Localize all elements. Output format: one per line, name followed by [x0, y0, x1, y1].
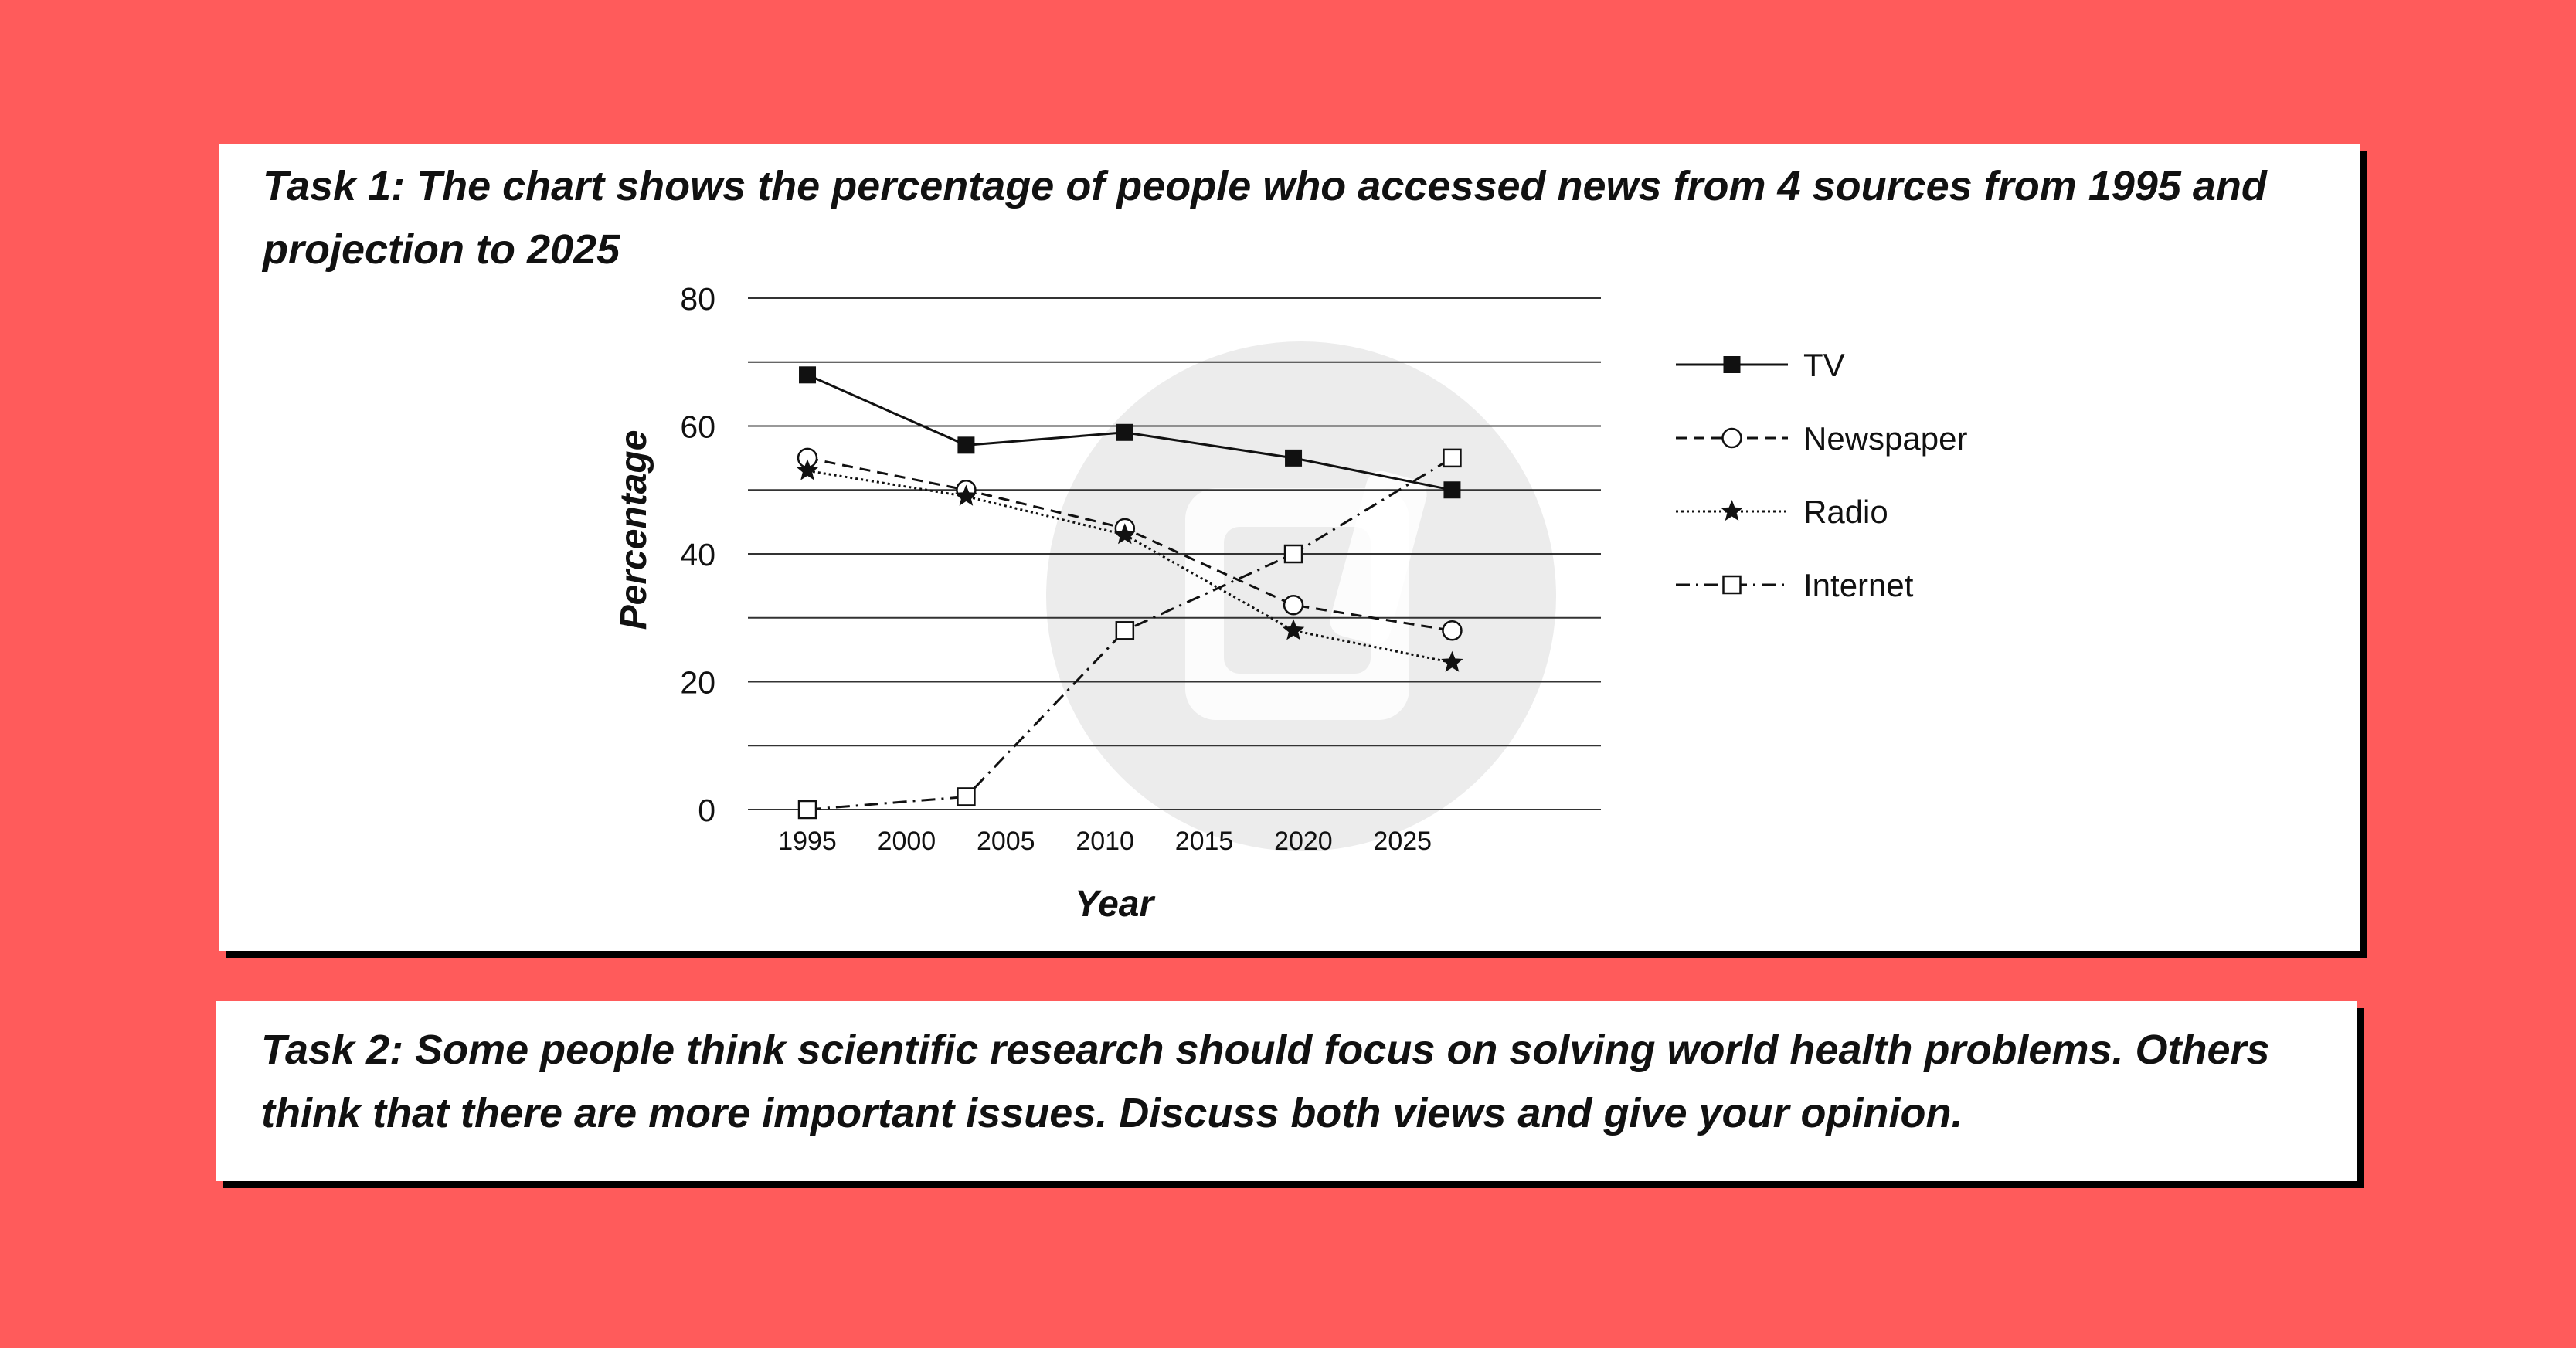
- data-point-radio: [1282, 619, 1305, 640]
- chart-series: [796, 366, 1463, 820]
- x-tick-label: 1995: [778, 827, 837, 856]
- data-point-internet: [1443, 448, 1462, 468]
- legend-label-tv: TV: [1803, 347, 1845, 383]
- task1-card: Task 1: The chart shows the percentage o…: [219, 144, 2360, 951]
- legend-item-newspaper: Newspaper: [1676, 420, 1967, 457]
- y-axis-title: Percentage: [613, 430, 654, 630]
- series-radio: [796, 459, 1463, 672]
- data-point-internet: [1115, 621, 1135, 640]
- x-tick-label: 2025: [1373, 827, 1432, 856]
- x-tick-label: 2015: [1175, 827, 1234, 856]
- y-tick-label: 80: [680, 281, 715, 317]
- chart-legend: TV Newspaper Radio Internet: [1676, 347, 1967, 603]
- series-tv: [799, 366, 1461, 499]
- legend-marker-radio: [1721, 500, 1743, 521]
- legend-label-internet: Internet: [1803, 567, 1914, 603]
- y-tick-label: 20: [680, 665, 715, 701]
- y-tick-label: 60: [680, 409, 715, 445]
- chart-gridlines: [748, 297, 1601, 810]
- x-tick-label: 2020: [1274, 827, 1333, 856]
- legend-item-radio: Radio: [1676, 494, 1888, 530]
- data-point-radio: [1441, 650, 1463, 672]
- data-point-radio: [796, 459, 819, 480]
- data-point-internet: [957, 787, 976, 806]
- data-point-radio: [1113, 523, 1137, 545]
- series-newspaper: [797, 447, 1463, 641]
- legend-label-newspaper: Newspaper: [1803, 420, 1967, 457]
- data-point-tv: [799, 366, 817, 384]
- x-tick-label: 2000: [878, 827, 936, 856]
- data-point-tv: [1443, 481, 1461, 499]
- task1-text: Task 1: The chart shows the percentage o…: [263, 163, 2267, 273]
- series-line-newspaper: [807, 457, 1453, 632]
- data-point-tv: [1285, 449, 1303, 467]
- y-tick-label: 40: [680, 537, 715, 572]
- legend-item-tv: TV: [1676, 347, 1845, 383]
- data-point-tv: [957, 436, 975, 454]
- data-point-newspaper: [1442, 620, 1463, 641]
- task2-text: Task 2: Some people think scientific res…: [261, 1027, 2270, 1136]
- data-point-radio: [955, 484, 977, 506]
- legend-marker-tv: [1723, 356, 1741, 373]
- legend-marker-newspaper: [1721, 427, 1742, 449]
- task2-card: Task 2: Some people think scientific res…: [216, 1001, 2357, 1181]
- x-axis-ticks: 1995 2000 2005 2010 2015 2020 2025: [778, 827, 1432, 856]
- legend-label-radio: Radio: [1803, 494, 1888, 530]
- x-tick-label: 2010: [1076, 827, 1134, 856]
- y-tick-label: 0: [698, 793, 715, 828]
- data-point-internet: [1283, 544, 1303, 564]
- legend-item-internet: Internet: [1676, 567, 1914, 603]
- x-tick-label: 2005: [977, 827, 1035, 856]
- series-internet: [797, 448, 1462, 820]
- legend-marker-internet: [1722, 575, 1742, 595]
- series-line-internet: [807, 457, 1453, 811]
- data-point-tv: [1116, 423, 1133, 441]
- line-chart: 0 20 40 60 80 1995 2000 2005 2010 2015 2020 2025 Y…: [613, 281, 1967, 925]
- x-axis-title: Year: [1075, 884, 1156, 925]
- data-point-internet: [797, 800, 817, 820]
- data-point-newspaper: [1283, 594, 1304, 616]
- y-axis-ticks: 0 20 40 60 80: [680, 281, 715, 828]
